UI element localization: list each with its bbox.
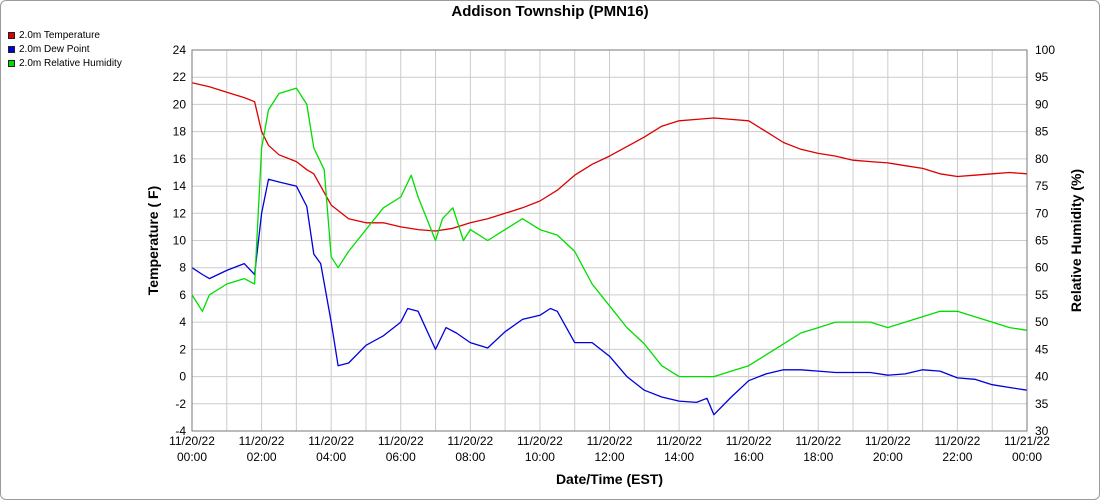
- x-tick-time: 10:00: [525, 450, 555, 464]
- x-tick: 11/20/22 02:00: [239, 434, 285, 464]
- right-tick-label: 80: [1035, 152, 1049, 166]
- x-tick-date: 11/20/22: [308, 434, 354, 448]
- right-tick-label: 45: [1035, 342, 1049, 356]
- x-tick: 11/20/22 18:00: [795, 434, 841, 464]
- x-tick: 11/20/22 06:00: [378, 434, 424, 464]
- left-tick-label: 0: [179, 370, 186, 384]
- left-tick-label: 22: [173, 70, 187, 84]
- x-tick-date: 11/20/22: [587, 434, 633, 448]
- right-tick-label: 55: [1035, 288, 1049, 302]
- right-axis-title: Relative Humidity (%): [1068, 169, 1084, 312]
- right-tick-label: 30: [1035, 424, 1049, 438]
- legend-swatch-relative-humidity: [8, 59, 15, 67]
- x-tick-date: 11/20/22: [726, 434, 772, 448]
- x-tick-time: 20:00: [873, 450, 903, 464]
- left-tick-label: 24: [173, 43, 187, 57]
- right-tick-label: 100: [1035, 43, 1055, 57]
- x-tick: 11/20/22 16:00: [726, 434, 772, 464]
- x-tick: 11/20/22 12:00: [587, 434, 633, 464]
- x-tick-date: 11/20/22: [239, 434, 285, 448]
- x-tick-time: 14:00: [664, 450, 694, 464]
- right-tick-label: 40: [1035, 370, 1049, 384]
- chart-title: Addison Township (PMN16): [451, 3, 649, 20]
- series-line-relative-humidity: [191, 87, 1028, 378]
- x-tick-date: 11/21/22: [1004, 434, 1050, 448]
- left-tick-label: 20: [173, 97, 187, 111]
- x-tick: 11/20/22 00:00: [169, 434, 215, 464]
- left-tick-label: 4: [179, 315, 186, 329]
- x-tick: 11/20/22 08:00: [447, 434, 493, 464]
- right-tick-label: 70: [1035, 206, 1049, 220]
- x-tick: 11/21/22 00:00: [1004, 434, 1050, 464]
- x-tick-time: 18:00: [803, 450, 833, 464]
- left-tick-label: 10: [173, 234, 187, 248]
- left-tick-label: 6: [179, 288, 186, 302]
- x-axis-ticks: 11/20/2200:0011/20/2202:0011/20/2204:001…: [169, 434, 1050, 464]
- right-tick-label: 35: [1035, 397, 1049, 411]
- right-tick-label: 65: [1035, 234, 1049, 248]
- left-tick-label: 8: [179, 261, 186, 275]
- x-tick-date: 11/20/22: [517, 434, 563, 448]
- x-axis-title: Date/Time (EST): [556, 471, 663, 487]
- right-tick-label: 90: [1035, 97, 1049, 111]
- x-tick-date: 11/20/22: [378, 434, 424, 448]
- left-tick-label: -4: [175, 424, 186, 438]
- left-tick-label: 18: [173, 125, 187, 139]
- x-tick-date: 11/20/22: [865, 434, 911, 448]
- x-tick-time: 00:00: [1012, 450, 1042, 464]
- right-axis-ticks: 100 95 90 85 80 75 70 65 60 55 50 45 40 35 30: [1035, 43, 1055, 438]
- right-tick-label: 85: [1035, 125, 1049, 139]
- legend: 2.0m Temperature 2.0m Dew Point 2.0m Rel…: [8, 28, 122, 70]
- x-tick-time: 16:00: [734, 450, 764, 464]
- legend-swatch-temperature: [8, 31, 15, 39]
- x-tick-date: 11/20/22: [935, 434, 981, 448]
- right-tick-label: 75: [1035, 179, 1049, 193]
- x-tick-time: 02:00: [247, 450, 277, 464]
- legend-swatch-dew-point: [8, 45, 15, 53]
- x-tick: 11/20/22 22:00: [935, 434, 981, 464]
- x-tick-date: 11/20/22: [169, 434, 215, 448]
- x-tick-time: 06:00: [386, 450, 416, 464]
- left-axis-title: Temperature ( F): [145, 186, 161, 295]
- x-tick: 11/20/22 20:00: [865, 434, 911, 464]
- left-tick-label: 2: [179, 342, 186, 356]
- x-tick-time: 04:00: [316, 450, 346, 464]
- legend-item-dew-point: 2.0m Dew Point: [8, 42, 122, 56]
- x-tick: 11/20/22 04:00: [308, 434, 354, 464]
- legend-label-temperature: 2.0m Temperature: [19, 29, 100, 41]
- x-tick-time: 08:00: [455, 450, 485, 464]
- x-tick: 11/20/22 14:00: [656, 434, 702, 464]
- x-tick-date: 11/20/22: [656, 434, 702, 448]
- series-line-dew-point: [191, 178, 1028, 416]
- x-tick-date: 11/20/22: [795, 434, 841, 448]
- legend-item-relative-humidity: 2.0m Relative Humidity: [8, 56, 122, 70]
- legend-item-temperature: 2.0m Temperature: [8, 28, 122, 42]
- x-tick-date: 11/20/22: [447, 434, 493, 448]
- right-tick-label: 60: [1035, 261, 1049, 275]
- left-tick-label: -2: [175, 397, 186, 411]
- legend-label-relative-humidity: 2.0m Relative Humidity: [19, 57, 122, 69]
- x-tick-time: 22:00: [942, 450, 972, 464]
- right-tick-label: 95: [1035, 70, 1049, 84]
- legend-label-dew-point: 2.0m Dew Point: [19, 43, 90, 55]
- series-line-temperature: [191, 82, 1028, 232]
- x-tick-time: 12:00: [594, 450, 624, 464]
- right-tick-label: 50: [1035, 315, 1049, 329]
- plot-border: [191, 49, 1028, 432]
- left-tick-label: 16: [173, 152, 187, 166]
- left-tick-label: 14: [173, 179, 187, 193]
- x-tick: 11/20/22 10:00: [517, 434, 563, 464]
- left-tick-label: 12: [173, 206, 187, 220]
- series-layer: [191, 82, 1028, 416]
- x-tick-time: 00:00: [177, 450, 207, 464]
